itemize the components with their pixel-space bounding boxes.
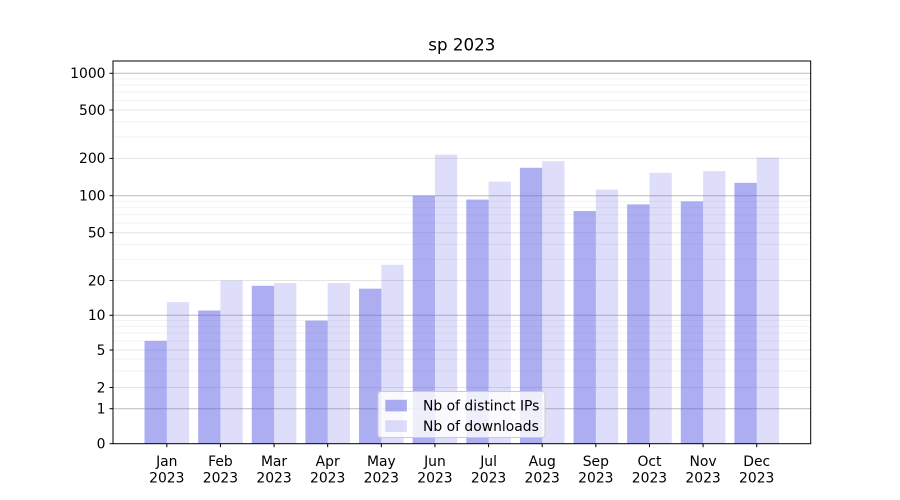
y-tick-label: 1 <box>97 402 106 418</box>
bar-jun-distinct-ips <box>412 195 435 444</box>
bar-feb-distinct-ips <box>198 310 221 444</box>
y-tick-label: 200 <box>79 151 106 167</box>
bar-jul-distinct-ips <box>466 199 489 444</box>
legend-box <box>377 391 546 438</box>
y-tick-label: 10 <box>88 308 106 324</box>
bar-apr-distinct-ips <box>305 320 328 444</box>
x-tick-label-year: 2023 <box>685 471 720 487</box>
bar-sep-distinct-ips <box>573 211 596 444</box>
bar-aug-distinct-ips <box>519 167 543 444</box>
y-tick-label: 5 <box>97 343 106 359</box>
x-tick-label-year: 2023 <box>739 471 774 487</box>
bar-nov-downloads <box>703 171 726 444</box>
x-tick-label-month: Jun <box>423 454 446 470</box>
legend-label-downloads: Nb of downloads <box>423 419 539 435</box>
x-tick-label-month: Jul <box>479 454 497 470</box>
x-tick-label-month: Mar <box>261 454 287 470</box>
x-tick-label-year: 2023 <box>310 471 345 487</box>
bar-jul-downloads <box>488 181 511 444</box>
bar-sep-downloads <box>595 189 619 444</box>
x-tick-label-year: 2023 <box>256 471 291 487</box>
x-tick-label-year: 2023 <box>632 471 667 487</box>
bar-nov-distinct-ips <box>680 201 704 444</box>
y-tick-label: 500 <box>79 103 106 119</box>
bar-oct-downloads <box>649 172 672 444</box>
bar-jun-downloads <box>434 154 458 444</box>
x-tick-label-year: 2023 <box>417 471 452 487</box>
x-tick-label-month: Nov <box>690 454 717 470</box>
bar-dec-downloads <box>756 157 780 444</box>
x-tick-label-year: 2023 <box>525 471 560 487</box>
y-tick-label: 20 <box>88 273 106 289</box>
x-tick-label-year: 2023 <box>203 471 238 487</box>
x-tick-label-month: Aug <box>529 454 556 470</box>
x-tick-label-month: May <box>367 454 396 470</box>
x-tick-label-month: Oct <box>637 454 662 470</box>
x-tick-label-month: Feb <box>208 454 233 470</box>
y-tick-label: 1000 <box>70 66 105 82</box>
bar-jan-downloads <box>166 302 190 444</box>
bar-may-distinct-ips <box>359 288 382 444</box>
y-tick-label: 0 <box>97 437 106 453</box>
bar-mar-downloads <box>274 283 297 444</box>
x-tick-label-year: 2023 <box>364 471 399 487</box>
bar-jan-distinct-ips <box>144 340 167 444</box>
legend-swatch-distinct-ips <box>385 399 407 412</box>
bar-feb-downloads <box>220 280 243 444</box>
x-tick-label-month: Apr <box>316 454 340 470</box>
bar-dec-distinct-ips <box>734 182 757 444</box>
x-tick-label-month: Sep <box>583 454 609 470</box>
x-tick-label-year: 2023 <box>578 471 613 487</box>
x-tick-label-month: Dec <box>743 454 770 470</box>
bar-apr-downloads <box>327 283 350 444</box>
x-tick-label-year: 2023 <box>471 471 506 487</box>
bar-aug-downloads <box>542 161 565 444</box>
x-tick-label-year: 2023 <box>149 471 184 487</box>
y-tick-label: 2 <box>97 380 106 396</box>
x-tick-label-month: Jan <box>155 454 177 470</box>
chart-title: sp 2023 <box>428 35 495 55</box>
y-tick-label: 50 <box>88 226 106 242</box>
y-tick-label: 100 <box>79 189 106 205</box>
bar-oct-distinct-ips <box>627 204 650 444</box>
plot-border <box>112 60 812 445</box>
bar-mar-distinct-ips <box>251 285 275 444</box>
legend-swatch-downloads <box>385 420 407 432</box>
legend-label-distinct-ips: Nb of distinct IPs <box>423 398 539 414</box>
